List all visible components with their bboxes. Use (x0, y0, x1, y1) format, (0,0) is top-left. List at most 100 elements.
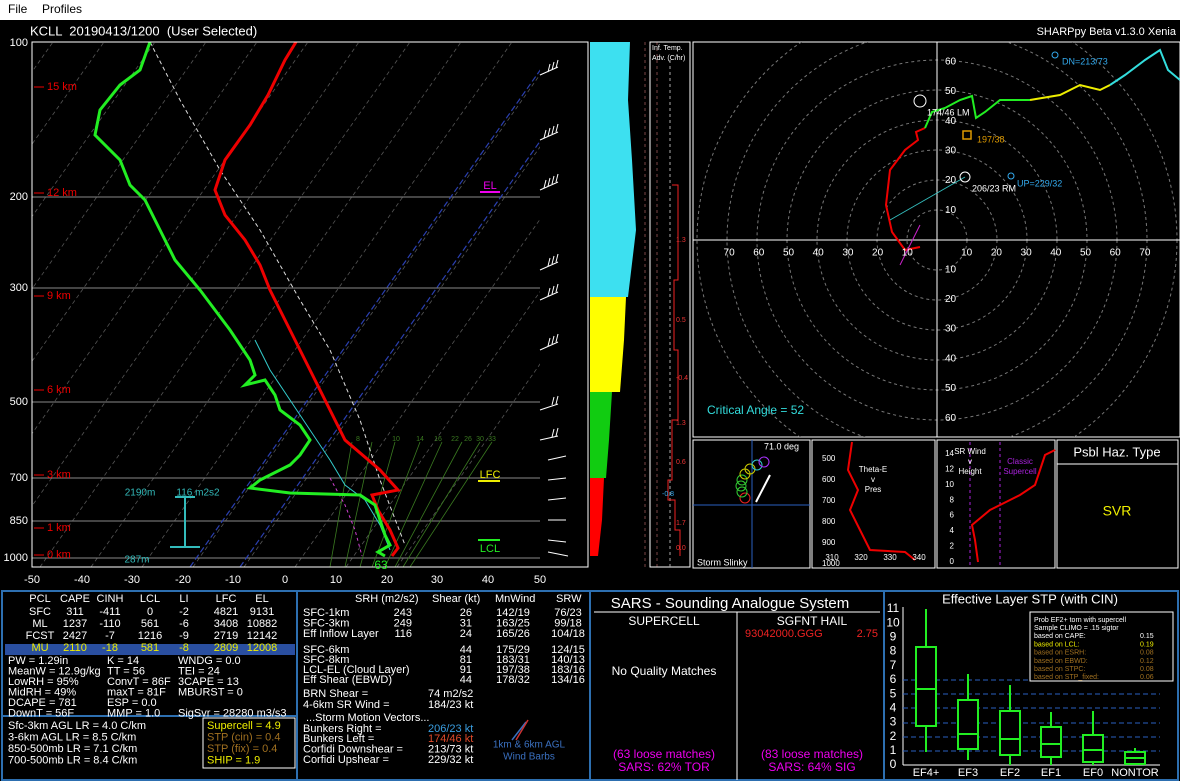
parcel-cell: 12142 (247, 630, 278, 642)
index-value: TEI = 24 (178, 665, 220, 677)
stp-y-tick: 0 (890, 757, 897, 771)
theta-e-title: v (871, 475, 875, 484)
stp-legend-text: based on CAPE: (1034, 633, 1086, 640)
temperature-label: 20 (381, 574, 393, 586)
parcel-cell: 2427 (63, 630, 87, 642)
stp-y-tick: 3 (890, 715, 897, 729)
barb-legend: 1km & 6km AGL (493, 740, 566, 751)
sr-wind-title: SR Wind (954, 447, 986, 456)
kinematic-cell: 99/18 (554, 617, 582, 629)
hodo-ring-label: 20 (991, 248, 1003, 259)
downshear-label: DN=213/73 (1062, 56, 1108, 66)
left-mover-label: 174/46 LM (927, 107, 970, 117)
mixing-ratio-label: 14 (416, 436, 424, 443)
temperature-label: -30 (124, 574, 140, 586)
right-mover-label: 206/23 RM (972, 183, 1016, 193)
height-label: 3 km (47, 469, 71, 481)
parcel-cell: 2809 (214, 642, 238, 654)
sr-wind-frame (936, 439, 1056, 569)
upshear-label: UP=229/32 (1017, 178, 1062, 188)
sars-loose: (83 loose matches) (761, 747, 863, 761)
height-label: 6 km (47, 384, 71, 396)
slinky-title: Storm Slinky (697, 557, 748, 567)
parcel-cell: -9 (179, 630, 189, 642)
stp-y-tick: 10 (886, 615, 900, 629)
stp-y-tick: 8 (890, 644, 897, 658)
stp-legend-text: 0.19 (1140, 641, 1154, 648)
kinematic-cell: 140/13 (551, 654, 585, 666)
sr-wind-height: 12 (945, 465, 954, 474)
parcel-cell: -6 (179, 618, 189, 630)
stp-y-tick: 11 (887, 601, 900, 615)
hodo-ring-label: 40 (813, 248, 825, 259)
parcel-header: PCL (29, 593, 50, 605)
menu-item[interactable]: File (8, 2, 28, 16)
hodo-ring-label: 10 (961, 248, 973, 259)
composite-index: STP (cin) = 0.4 (207, 731, 280, 743)
theta-e-pressure: 800 (822, 517, 836, 526)
temperature-label: 0 (282, 574, 288, 586)
hodo-ring-label: 50 (945, 383, 957, 394)
theta-e-pressure: 1000 (822, 559, 840, 568)
index-value: WNDG = 0.0 (178, 655, 241, 667)
effective-top: 2190m (125, 488, 156, 499)
stp-legend-text: 0.15 (1140, 633, 1154, 640)
kinematic-cell: 104/18 (551, 628, 585, 640)
kinematic-cell: 165/26 (496, 628, 530, 640)
parcel-cell: 1216 (138, 630, 162, 642)
hodo-ring-label: 10 (945, 205, 957, 216)
stp-category: EF1 (1041, 767, 1061, 779)
advection-value: 0.6 (676, 459, 686, 466)
stp-y-tick: 2 (890, 729, 897, 743)
motion-title: ...Storm Motion Vectors... (306, 712, 430, 724)
stp-y-tick: 6 (890, 672, 897, 686)
theta-e-title: Theta-E (859, 465, 887, 474)
motion-value: 229/32 kt (428, 754, 473, 766)
theta-e-value: 340 (912, 553, 926, 562)
menu-item[interactable]: Profiles (42, 2, 82, 16)
advection-value: -0.8 (662, 491, 674, 498)
index-value: SigSvr = 28280 m3/s3 (178, 707, 287, 719)
sars-hail-match: 93042000.GGG (745, 628, 823, 640)
bottom-dividers (2, 591, 885, 780)
kinematic-cell: 31 (460, 617, 472, 629)
kinematic-cell: Eff Shear (EBWD) (303, 674, 392, 686)
temperature-label: 40 (482, 574, 494, 586)
pressure-label: 300 (10, 282, 28, 294)
hodo-ring-label: 30 (945, 146, 957, 157)
pressure-label: 100 (10, 37, 28, 49)
sars-hail-title: SGFNT HAIL (777, 614, 848, 628)
lapse-rate: Sfc-3km AGL LR = 4.0 C/km (8, 720, 146, 732)
temperature-label: -20 (175, 574, 191, 586)
sars-dividers (594, 611, 880, 780)
kinematic-cell: 197/38 (496, 664, 530, 676)
hazard-title: Psbl Haz. Type (1073, 444, 1160, 459)
advection-value: 0.5 (676, 317, 686, 324)
index-value: DCAPE = 781 (8, 697, 77, 709)
parcel-cell: 2719 (214, 630, 238, 642)
hodo-ring-label: 10 (902, 248, 914, 259)
kinematic-cell: SFC-6km (303, 644, 349, 656)
index-value: MMP = 1.0 (107, 707, 160, 719)
parcel-cell: -411 (99, 606, 120, 618)
parcel-header: CINH (97, 593, 124, 605)
theta-e-pressure: 500 (822, 454, 836, 463)
theta-e-pressure: 700 (822, 496, 836, 505)
parcel-cell: SFC (29, 606, 51, 618)
theta-e-value: 330 (883, 553, 897, 562)
motion-label: Corfidi Upshear = (303, 754, 389, 766)
right-mover-marker (959, 171, 971, 183)
kinematic-cell: 163/25 (496, 617, 530, 629)
stp-legend-text: Prob EF2+ torn with supercell (1034, 617, 1126, 624)
lapse-rate: 850-500mb LR = 7.1 C/km (8, 743, 137, 755)
mean-wind-label: 197/38 (977, 134, 1005, 144)
hodo-ring-label: 10 (945, 264, 957, 275)
wind-barbs (539, 59, 569, 557)
hodo-ring-label: 70 (1139, 248, 1151, 259)
hodo-ring-label: 50 (945, 86, 957, 97)
motion-value: 206/23 kt (428, 723, 473, 735)
hodo-ring-label: 40 (1050, 248, 1062, 259)
index-value: MBURST = 0 (178, 686, 243, 698)
parcel-cell: 1237 (63, 618, 87, 630)
profile-bar (590, 42, 658, 567)
